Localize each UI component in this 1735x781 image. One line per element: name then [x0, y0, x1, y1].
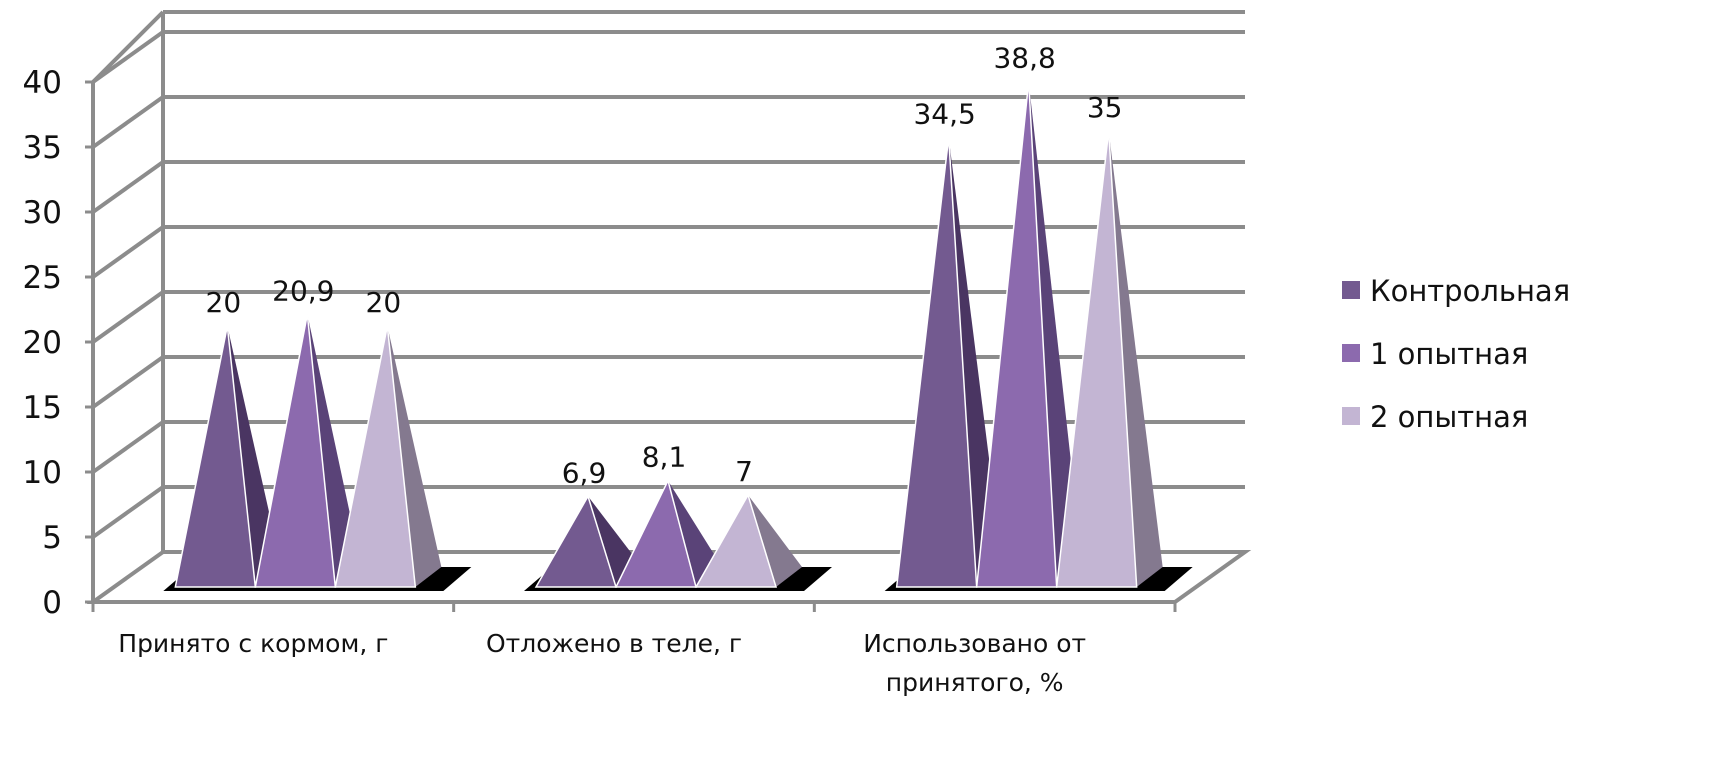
pyramid-0-0: [174, 325, 257, 588]
y-tick-label-20: 20: [23, 325, 62, 361]
pyramid-side-2-2: [1108, 131, 1163, 587]
legend-label-2: 2 опытная: [1370, 400, 1528, 434]
side-gridline-40: [91, 30, 165, 84]
y-tick-label-10: 10: [23, 455, 62, 491]
y-tick-label-40: 40: [23, 65, 62, 101]
side-gridline-25: [91, 225, 165, 279]
data-label-2-0: 34,5: [913, 98, 975, 131]
category-label-0-0: Принято с кормом, г: [118, 629, 388, 658]
pyramids: [174, 81, 1163, 588]
pyramid-side-0-1: [307, 314, 362, 587]
pyramid-side-2-1: [1028, 81, 1083, 587]
legend-swatch-0: [1342, 281, 1360, 299]
legend-swatch-1: [1342, 344, 1360, 362]
pyramid-1-1: [614, 478, 697, 588]
pyramid-side-0-2: [387, 326, 442, 587]
side-wall-top-edge: [91, 10, 165, 84]
data-label-0-1: 20,9: [272, 274, 334, 307]
pyramid-2-1: [975, 81, 1058, 588]
data-label-1-2: 7: [735, 455, 753, 488]
side-gridline-35: [91, 95, 165, 149]
pyramid-1-0: [534, 494, 618, 588]
y-tick-label-25: 25: [23, 260, 62, 296]
chart-walls: [91, 10, 1245, 602]
side-gridline-30: [91, 160, 165, 214]
category-label-1-0: Отложено в теле, г: [486, 629, 742, 658]
y-tick-label-35: 35: [23, 130, 62, 166]
data-label-2-2: 35: [1087, 91, 1123, 124]
side-gridline-20: [91, 290, 165, 344]
data-label-2-1: 38,8: [993, 42, 1055, 75]
pyramid-2-2: [1055, 130, 1138, 588]
pyramid-1-2: [694, 493, 778, 588]
data-label-0-2: 20: [366, 286, 402, 319]
pyramid-0-1: [254, 314, 337, 588]
data-labels: 20 20,9 20 6,9 8,1 7 34,5 38,8 35: [206, 42, 1123, 490]
pyramid-side-1-1: [668, 480, 722, 587]
legend-label-0: Контрольная: [1370, 274, 1570, 308]
y-tick-label-30: 30: [23, 195, 62, 231]
y-tick-label-5: 5: [42, 520, 62, 556]
legend-label-1: 1 опытная: [1370, 337, 1528, 371]
pyramid-side-1-2: [748, 495, 802, 587]
data-label-0-0: 20: [206, 286, 242, 319]
side-gridline-15: [91, 355, 165, 409]
category-label-2-0: Использовано от: [863, 629, 1086, 658]
pyramid-0-2: [334, 325, 417, 588]
pyramid-2-0: [895, 137, 978, 588]
side-gridline-10: [91, 420, 165, 474]
legend-swatch-2: [1342, 407, 1360, 425]
y-tick-label-15: 15: [23, 390, 62, 426]
legend: Контрольная 1 опытная 2 опытная: [1342, 274, 1570, 434]
side-gridline-5: [91, 485, 165, 539]
category-labels: Принято с кормом, г Отложено в теле, г Исп…: [118, 629, 1086, 697]
data-label-1-1: 8,1: [642, 441, 687, 474]
data-label-1-0: 6,9: [562, 456, 607, 489]
y-tick-label-0: 0: [42, 585, 62, 621]
y-axis-ticks: 0 5 10 15 20 25 30 35 40: [23, 65, 62, 621]
category-label-2-1: принятого, %: [886, 668, 1064, 697]
